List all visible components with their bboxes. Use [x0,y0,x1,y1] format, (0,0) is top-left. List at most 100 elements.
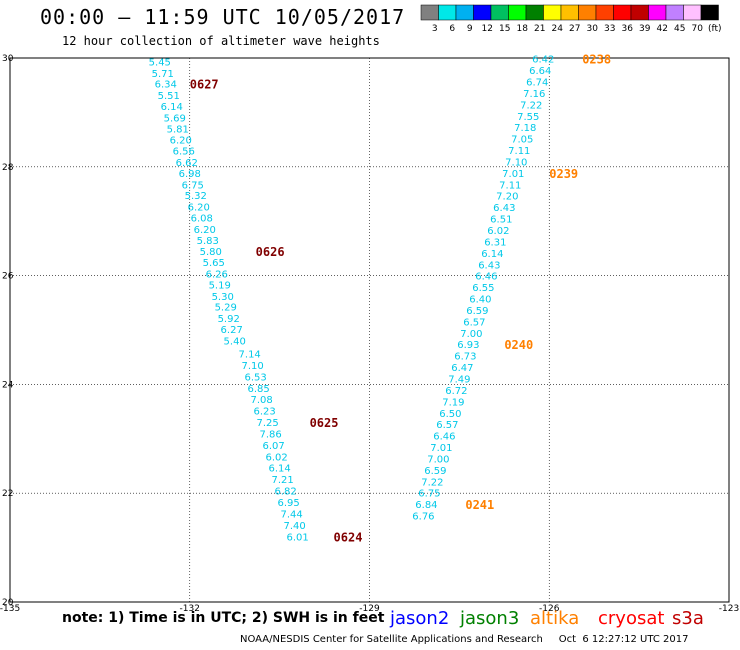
color-swatch [648,4,667,21]
wave-height-value: 5.30 [212,292,234,303]
color-swatch [525,4,544,21]
color-scale-label: 27 [569,24,580,34]
color-scale-label: 21 [534,24,545,34]
wave-height-value: 6.62 [176,158,198,169]
wave-height-value: 5.83 [197,236,219,247]
wave-height-value: 5.51 [158,91,180,102]
wave-height-value: 6.85 [248,384,270,395]
wave-height-value: 7.22 [520,100,542,111]
wave-height-value: 6.02 [487,226,509,237]
wave-height-value: 6.55 [472,283,494,294]
wave-height-value: 7.11 [499,180,521,191]
wave-height-value: 7.14 [239,349,261,360]
wave-height-value: 7.16 [523,89,545,100]
pass-time-label: 0238 [582,53,611,67]
wave-height-value: 6.75 [418,489,440,500]
x-tick-label: -123 [719,604,739,614]
wave-height-value: 7.01 [430,443,452,454]
y-tick-label: 30 [2,54,14,64]
pass-time-label: 0626 [256,245,285,259]
wave-height-value: 5.92 [218,314,240,325]
page-title: 00:00 – 11:59 UTC 10/05/2017 [40,5,406,29]
wave-height-value: 5.40 [224,336,246,347]
wave-height-value: 6.43 [478,260,500,271]
color-swatch [490,4,509,21]
wave-height-value: 7.10 [242,361,264,372]
header: 00:00 – 11:59 UTC 10/05/2017 12 hour col… [0,0,740,60]
credit-line: NOAA/NESDIS Center for Satellite Applica… [240,634,689,645]
color-scale-label: 33 [604,24,615,34]
color-swatch [455,4,474,21]
wave-height-value: 6.50 [439,409,461,420]
legend-item-altika: altika [530,608,580,629]
wave-height-value: 6.75 [182,180,204,191]
wave-height-value: 6.76 [412,512,434,523]
y-tick-label: 22 [2,489,13,499]
wave-height-value: 6.57 [463,317,485,328]
wave-height-value: 6.46 [433,432,455,443]
wave-height-value: 6.14 [481,249,503,260]
x-tick-label: -132 [180,604,200,614]
wave-height-value: 7.86 [260,429,282,440]
wave-height-value: 6.47 [451,363,473,374]
pass-time-label: 0627 [190,78,219,92]
color-scale-label: 18 [517,24,529,34]
y-tick-label: 26 [2,272,14,282]
wave-height-value: 6.93 [457,340,479,351]
color-scale-label: 70 [692,24,704,34]
wave-height-value: 5.81 [167,124,189,135]
wave-height-value: 6.14 [161,102,183,113]
map-grid [9,57,730,603]
pass-time-label: 0240 [504,338,533,352]
y-tick-label: 28 [2,163,14,173]
color-scale-label: 12 [482,24,493,34]
color-scale-bar: 3 6 9 12 15 18 21 24 27 30 33 36 39 42 45 70 (ft) [420,4,722,34]
wave-height-value: 6.08 [191,213,213,224]
color-scale-label: 42 [657,24,668,34]
wave-height-value: 5.32 [185,191,207,202]
color-swatch [543,4,562,21]
pass-time-label: 0624 [334,530,363,544]
pass-time-label: 0239 [549,167,578,181]
wave-height-value: 7.40 [283,521,305,532]
y-tick-label: 24 [2,380,14,390]
wave-height-value: 6.02 [265,452,287,463]
wave-height-value: 6.42 [532,55,554,66]
color-swatch [700,4,719,21]
wave-height-value: 6.20 [188,203,210,214]
wave-height-value: 6.72 [445,386,467,397]
color-swatch [560,4,579,21]
wave-height-value: 6.31 [484,237,506,248]
wave-height-value: 6.64 [529,66,551,77]
wave-height-value: 7.55 [517,112,539,123]
color-scale-label: (ft) [708,24,722,34]
color-swatch [473,4,492,21]
pass-time-label: 0241 [465,498,494,512]
color-swatch [420,4,439,21]
x-tick-label: -129 [359,604,380,614]
wave-height-value: 6.14 [268,464,290,475]
footnote: note: 1) Time is in UTC; 2) SWH is in fe… [62,610,385,626]
pass-time-label: 0625 [310,416,339,430]
color-scale-label: 24 [552,24,564,34]
legend-item-cryosat: cryosat [598,608,665,629]
color-swatch [595,4,614,21]
color-swatch [438,4,457,21]
page-subtitle: 12 hour collection of altimeter wave hei… [62,34,380,48]
wave-height-value: 5.65 [203,258,225,269]
color-scale-label: 9 [467,24,473,34]
wave-height-value: 7.44 [280,509,302,520]
color-scale-label: 30 [587,24,599,34]
wave-height-value: 7.10 [505,157,527,168]
wave-height-value: 6.59 [466,306,488,317]
wave-height-value: 6.57 [436,420,458,431]
wave-height-value: 6.59 [424,466,446,477]
color-scale-label: 3 [432,24,438,34]
wave-height-value: 6.26 [206,270,228,281]
wave-height-value: 6.20 [170,136,192,147]
color-scale-label: 6 [449,24,455,34]
wave-height-value: 7.19 [442,397,464,408]
wave-height-value: 6.98 [179,169,201,180]
wave-height-value: 7.18 [514,123,536,134]
